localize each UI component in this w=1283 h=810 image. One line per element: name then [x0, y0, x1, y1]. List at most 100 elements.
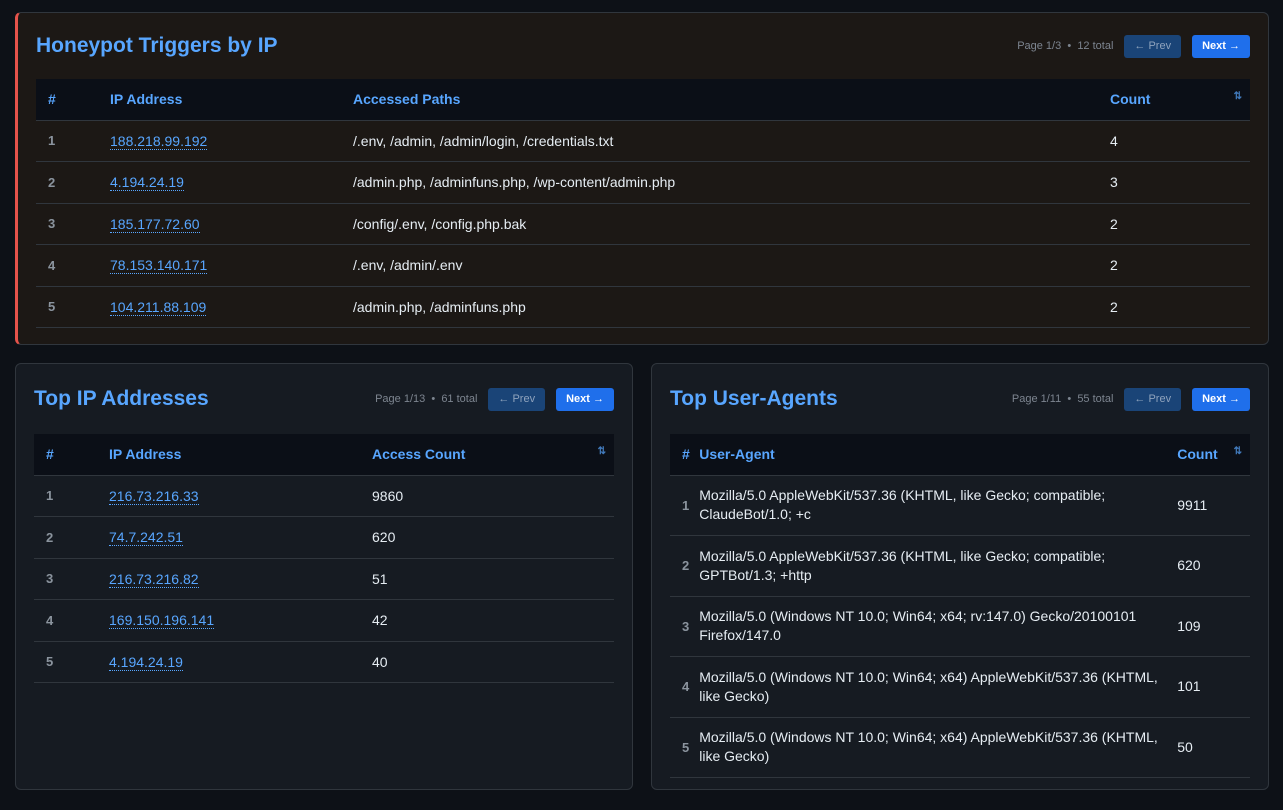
count-cell: 42: [372, 599, 614, 642]
count-cell: 109: [1177, 596, 1250, 657]
n-cell: 1: [34, 475, 109, 517]
top-user-agents-panel: Top User-Agents Page 1/11 • 55 total ← P…: [651, 363, 1269, 790]
table-row: 1 Mozilla/5.0 AppleWebKit/537.36 (KHTML, …: [670, 475, 1250, 536]
n-cell: 3: [34, 558, 109, 600]
paths-cell: /.env, /admin, /admin/login, /credential…: [353, 120, 1110, 162]
count-cell: 2: [1110, 244, 1250, 287]
ip-cell: 188.218.99.192: [110, 120, 353, 162]
ip-cell: 185.177.72.60: [110, 203, 353, 245]
ip-link[interactable]: 74.7.242.51: [109, 529, 183, 547]
pagination: Page 1/13 • 61 total ← Prev Next →: [375, 387, 614, 411]
ip-link[interactable]: 216.73.216.82: [109, 570, 199, 588]
n-cell: 3: [36, 203, 110, 245]
count-cell: 3: [1110, 161, 1250, 204]
count-cell: 9860: [372, 475, 614, 517]
ip-link[interactable]: 78.153.140.171: [110, 257, 208, 275]
ip-link[interactable]: 188.218.99.192: [110, 132, 208, 150]
column-header[interactable]: Access Count ⇅: [372, 434, 614, 476]
column-header[interactable]: #: [34, 434, 109, 476]
sort-arrows-icon[interactable]: ⇅: [597, 446, 606, 457]
count-cell: 620: [1177, 535, 1250, 597]
top-user-agents-table: # User-Agent Count ⇅ 1 Mozilla/5.0 AppleWe…: [670, 434, 1250, 778]
next-button[interactable]: Next →: [1192, 387, 1250, 411]
table-row: 2 Mozilla/5.0 AppleWebKit/537.36 (KHTML, …: [670, 535, 1250, 597]
column-header[interactable]: IP Address: [109, 434, 372, 476]
table-row: 5 4.194.24.19 40: [34, 641, 614, 683]
n-cell: 4: [34, 599, 109, 642]
count-cell: 40: [372, 641, 614, 683]
table-row: 2 74.7.242.51 620: [34, 516, 614, 559]
ip-link[interactable]: 185.177.72.60: [110, 215, 200, 233]
ip-cell: 4.194.24.19: [109, 641, 372, 683]
ip-cell: 4.194.24.19: [110, 161, 353, 204]
ip-link[interactable]: 4.194.24.19: [110, 174, 184, 192]
n-cell: 5: [36, 286, 110, 328]
n-cell: 4: [670, 656, 700, 718]
table-row: 5 104.211.88.109/admin.php, /adminfuns.ph…: [36, 286, 1250, 328]
ip-cell: 216.73.216.82: [109, 558, 372, 600]
ua-cell: Mozilla/5.0 (Windows NT 10.0; Win64; x64…: [699, 717, 1178, 778]
table-row: 1 188.218.99.192 /.env, /admin, /admin/log…: [36, 120, 1250, 162]
column-header[interactable]: Accessed Paths: [353, 79, 1110, 121]
panel-title: Top IP Addresses: [34, 387, 209, 410]
count-cell: 620: [372, 516, 614, 559]
table-row: 3 216.73.216.82 51: [34, 558, 614, 600]
sort-arrows-icon[interactable]: ⇅: [1233, 91, 1242, 102]
column-header[interactable]: #: [36, 79, 110, 121]
count-cell: 2: [1110, 203, 1250, 245]
n-cell: 2: [36, 161, 110, 204]
ua-cell: Mozilla/5.0 AppleWebKit/537.36 (KHTML, l…: [699, 475, 1178, 536]
paths-cell: /config/.env, /config.php.bak: [353, 203, 1110, 245]
n-cell: 5: [670, 717, 700, 778]
ip-cell: 169.150.196.141: [109, 599, 372, 642]
prev-button[interactable]: ← Prev: [1124, 34, 1182, 58]
ip-link[interactable]: 104.211.88.109: [110, 298, 207, 316]
n-cell: 5: [34, 641, 109, 683]
column-header[interactable]: #: [670, 434, 700, 476]
ip-cell: 104.211.88.109: [110, 286, 353, 328]
table-row: 1 216.73.216.33 9860: [34, 475, 614, 517]
count-cell: 50: [1177, 717, 1250, 778]
n-cell: 2: [34, 516, 109, 559]
count-cell: 101: [1177, 656, 1250, 718]
count-cell: 51: [372, 558, 614, 600]
n-cell: 1: [36, 120, 110, 162]
table-row: 3 Mozilla/5.0 (Windows NT 10.0; Win64; x6…: [670, 596, 1250, 657]
ip-link[interactable]: 216.73.216.33: [109, 487, 199, 505]
n-cell: 2: [670, 535, 700, 597]
count-cell: 2: [1110, 286, 1250, 328]
panel-title: Top User-Agents: [670, 387, 838, 410]
table-row: 2 4.194.24.19/admin.php, /adminfuns.php, …: [36, 161, 1250, 204]
next-button[interactable]: Next →: [1192, 34, 1250, 58]
count-cell: 4: [1110, 120, 1250, 162]
page-indicator: Page 1/11 • 55 total: [1011, 393, 1114, 405]
column-header[interactable]: Count ⇅: [1110, 79, 1250, 121]
column-header[interactable]: User-Agent: [699, 434, 1178, 476]
ip-link[interactable]: 169.150.196.141: [109, 612, 215, 630]
next-button[interactable]: Next →: [556, 387, 614, 411]
count-cell: 9911: [1177, 475, 1250, 536]
ua-cell: Mozilla/5.0 (Windows NT 10.0; Win64; x64…: [699, 656, 1178, 718]
pagination: Page 1/11 • 55 total ← Prev Next →: [1011, 387, 1250, 411]
n-cell: 3: [670, 596, 700, 657]
pagination: Page 1/3 • 12 total ← Prev Next →: [1017, 34, 1250, 58]
prev-button[interactable]: ← Prev: [488, 387, 546, 411]
column-header[interactable]: IP Address: [110, 79, 353, 121]
n-cell: 1: [670, 475, 700, 536]
honeypot-table: # IP Address Accessed Paths Count ⇅ 1 188.…: [36, 79, 1250, 328]
ua-cell: Mozilla/5.0 (Windows NT 10.0; Win64; x64…: [699, 596, 1178, 657]
prev-button[interactable]: ← Prev: [1124, 387, 1182, 411]
ip-cell: 74.7.242.51: [109, 516, 372, 559]
paths-cell: /.env, /admin/.env: [353, 244, 1110, 287]
page-indicator: Page 1/3 • 12 total: [1017, 40, 1114, 52]
top-ips-table: # IP Address Access Count ⇅ 1 216.73.216.3…: [34, 434, 614, 683]
column-header[interactable]: Count ⇅: [1177, 434, 1250, 476]
table-row: 4 Mozilla/5.0 (Windows NT 10.0; Win64; x6…: [670, 656, 1250, 718]
ip-link[interactable]: 4.194.24.19: [109, 653, 183, 671]
honeypot-triggers-panel: Honeypot Triggers by IP Page 1/3 • 12 to…: [15, 12, 1269, 345]
page-indicator: Page 1/13 • 61 total: [375, 393, 478, 405]
table-row: 4 78.153.140.171 /.env, /admin/.env 2: [36, 244, 1250, 287]
table-row: 5 Mozilla/5.0 (Windows NT 10.0; Win64; x6…: [670, 717, 1250, 778]
ip-cell: 78.153.140.171: [110, 244, 353, 287]
sort-arrows-icon[interactable]: ⇅: [1233, 446, 1242, 457]
